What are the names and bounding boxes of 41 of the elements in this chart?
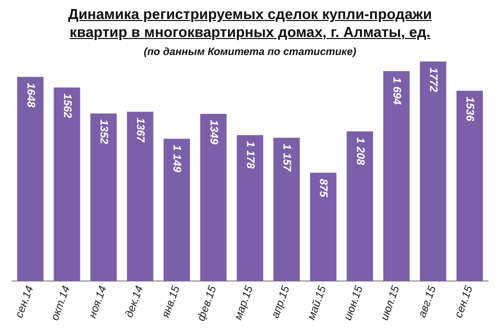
data-label: 1 149 xyxy=(170,144,183,174)
chart-subtitle: (по данным Комитета по статистике) xyxy=(142,46,358,58)
bar xyxy=(346,131,374,282)
bar xyxy=(90,114,117,282)
x-tick-label: июл.15 xyxy=(378,284,402,322)
x-tick-label: май.15 xyxy=(306,284,330,322)
bar xyxy=(126,112,154,282)
x-tick-label: сен.15 xyxy=(452,284,476,320)
x-tick-label: апр.15 xyxy=(270,284,293,320)
x-tick-label: янв.15 xyxy=(160,284,183,320)
x-tick-label: мар.15 xyxy=(232,284,256,322)
data-label: 1 157 xyxy=(280,144,293,172)
x-tick-label: дек.14 xyxy=(123,284,146,320)
data-label: 875 xyxy=(317,178,330,198)
data-label: 1536 xyxy=(464,96,476,122)
data-label: 1 208 xyxy=(354,137,366,166)
bar xyxy=(383,71,410,282)
data-label: 1352 xyxy=(98,120,110,144)
x-tick-label: сен.14 xyxy=(13,284,36,320)
data-label: 1 178 xyxy=(244,141,256,170)
data-label: 1772 xyxy=(427,67,440,92)
x-tick-label: ноя.14 xyxy=(86,284,110,320)
data-label: 1367 xyxy=(134,118,146,144)
chart-title: Динамика регистрируемых сделок купли-продажи квартир в многоквартирных домах, г. Алматы, ед. xyxy=(67,6,433,42)
data-label: 1562 xyxy=(60,94,73,118)
bar xyxy=(200,114,227,282)
bar xyxy=(273,138,300,282)
bar xyxy=(164,138,190,282)
x-tick-label: июн.15 xyxy=(342,284,366,322)
bar xyxy=(310,172,336,282)
bar xyxy=(236,135,264,282)
x-tick-label: окт.14 xyxy=(49,284,73,322)
data-label: 1 694 xyxy=(390,77,402,105)
bar xyxy=(17,76,44,282)
bar xyxy=(54,88,80,282)
data-label: 1648 xyxy=(24,82,36,108)
bar xyxy=(456,90,483,282)
data-label: 1349 xyxy=(207,120,220,146)
x-tick-label: фев.15 xyxy=(195,284,220,323)
x-tick-label: авг.15 xyxy=(416,284,440,320)
bar xyxy=(420,61,446,282)
